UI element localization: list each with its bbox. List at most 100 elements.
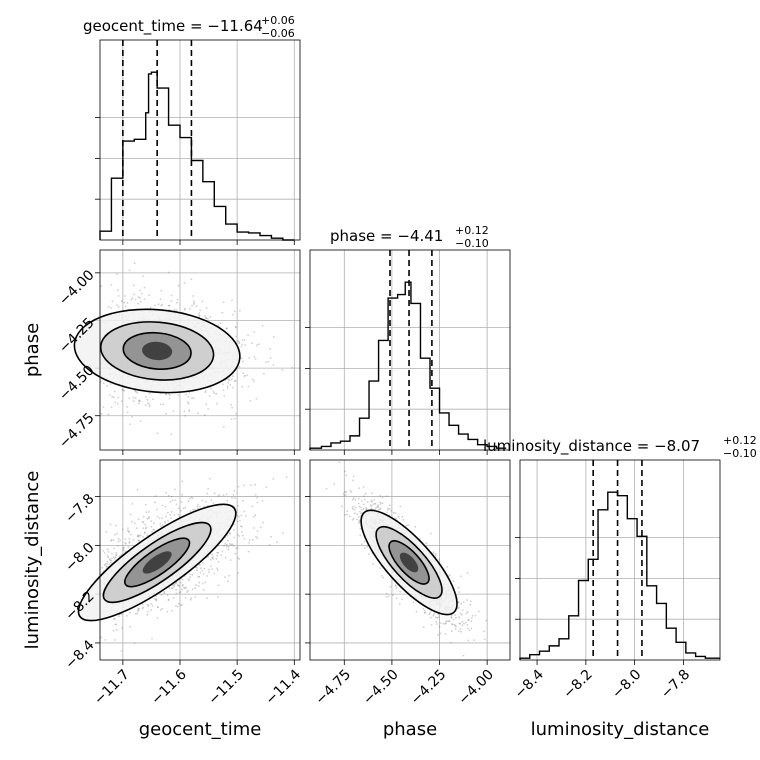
sample-point — [134, 298, 137, 301]
sample-point — [122, 549, 125, 551]
sample-point — [229, 559, 232, 561]
sample-point — [235, 413, 238, 415]
sample-point — [251, 505, 254, 508]
sample-point — [238, 341, 241, 343]
sample-point — [114, 556, 117, 558]
sample-point — [465, 612, 468, 615]
sample-point — [144, 395, 147, 398]
sample-point — [460, 602, 463, 605]
sample-point — [154, 304, 156, 307]
hist-panel-luminosity_distance: −8.4 −8.2 −8.0 −7.8 — [512, 459, 721, 702]
x-tick-label: −7.8 — [658, 667, 693, 702]
sample-point — [455, 616, 457, 619]
sample-point — [198, 581, 201, 584]
sample-point — [146, 613, 149, 616]
sample-point — [116, 532, 118, 535]
sample-point — [175, 588, 178, 591]
sample-point — [133, 293, 136, 296]
sample-point — [198, 575, 201, 578]
sample-point — [104, 563, 107, 566]
sample-point — [205, 307, 208, 309]
x-tick-label: −4.25 — [408, 667, 450, 709]
sample-point — [129, 513, 132, 516]
hist-panel-geocent_time — [95, 39, 301, 245]
sample-point — [349, 489, 352, 492]
sample-point — [181, 493, 183, 496]
sample-point — [156, 515, 159, 518]
sample-point — [103, 552, 106, 554]
sample-point — [358, 521, 361, 523]
sample-point — [240, 345, 243, 348]
sample-point — [425, 542, 427, 545]
sample-point — [183, 308, 186, 311]
sample-point — [105, 565, 108, 568]
sample-point — [428, 613, 431, 616]
sample-point — [220, 554, 223, 557]
sample-point — [412, 601, 415, 604]
sample-point — [234, 326, 237, 328]
sample-point — [231, 375, 234, 378]
sample-point — [165, 412, 168, 415]
sample-point — [207, 408, 210, 410]
sample-point — [216, 569, 219, 572]
sample-point — [291, 367, 294, 369]
sample-point — [243, 339, 246, 341]
sample-point — [429, 616, 432, 619]
sample-point — [129, 611, 131, 614]
sample-point — [149, 306, 152, 309]
sample-point — [134, 397, 137, 399]
sample-point — [145, 511, 148, 514]
sample-point — [379, 567, 381, 569]
sample-point — [112, 556, 115, 559]
sample-point — [133, 522, 136, 525]
sample-point — [190, 278, 193, 281]
sample-point — [238, 558, 241, 560]
sample-point — [224, 542, 227, 545]
sample-point — [208, 477, 211, 480]
sample-point — [188, 579, 191, 582]
title-luminosity-distance: luminosity_distance = −8.07 +0.12 −0.10 — [483, 434, 757, 460]
sample-point — [132, 539, 135, 541]
sample-point — [470, 617, 473, 619]
sample-point — [437, 633, 440, 636]
sample-point — [238, 309, 241, 312]
sample-point — [171, 587, 174, 589]
sample-point — [162, 524, 164, 526]
sample-point — [183, 410, 186, 412]
sample-point — [239, 519, 241, 522]
sample-point — [116, 402, 119, 405]
sample-point — [365, 507, 367, 509]
sample-point — [100, 380, 102, 383]
sample-point — [193, 302, 196, 304]
sample-point — [232, 386, 234, 389]
sample-point — [154, 598, 157, 601]
sample-point — [146, 534, 149, 537]
sample-point — [184, 414, 187, 417]
sample-point — [218, 494, 221, 496]
sample-point — [345, 474, 348, 477]
sample-point — [142, 275, 144, 278]
sample-point — [436, 623, 438, 625]
sample-point — [397, 515, 400, 518]
sample-point — [144, 404, 147, 407]
sample-point — [156, 508, 158, 511]
sample-point — [454, 628, 457, 630]
sample-point — [224, 556, 227, 559]
panel-frame — [99, 39, 301, 241]
sample-point — [138, 534, 141, 537]
title-geocent-time-main: geocent_time = −11.64 — [83, 17, 263, 36]
sample-point — [160, 403, 162, 406]
sample-point — [207, 317, 209, 320]
sample-point — [395, 597, 398, 600]
sample-point — [167, 599, 170, 602]
sample-point — [232, 493, 235, 496]
sample-point — [461, 620, 464, 623]
y-tick-label: −7.8 — [62, 491, 97, 526]
sample-point — [165, 515, 167, 518]
sample-point — [105, 530, 108, 533]
sample-point — [467, 627, 469, 630]
sample-point — [256, 530, 259, 532]
sample-point — [389, 585, 392, 588]
sample-point — [450, 614, 453, 617]
sample-point — [150, 520, 153, 522]
